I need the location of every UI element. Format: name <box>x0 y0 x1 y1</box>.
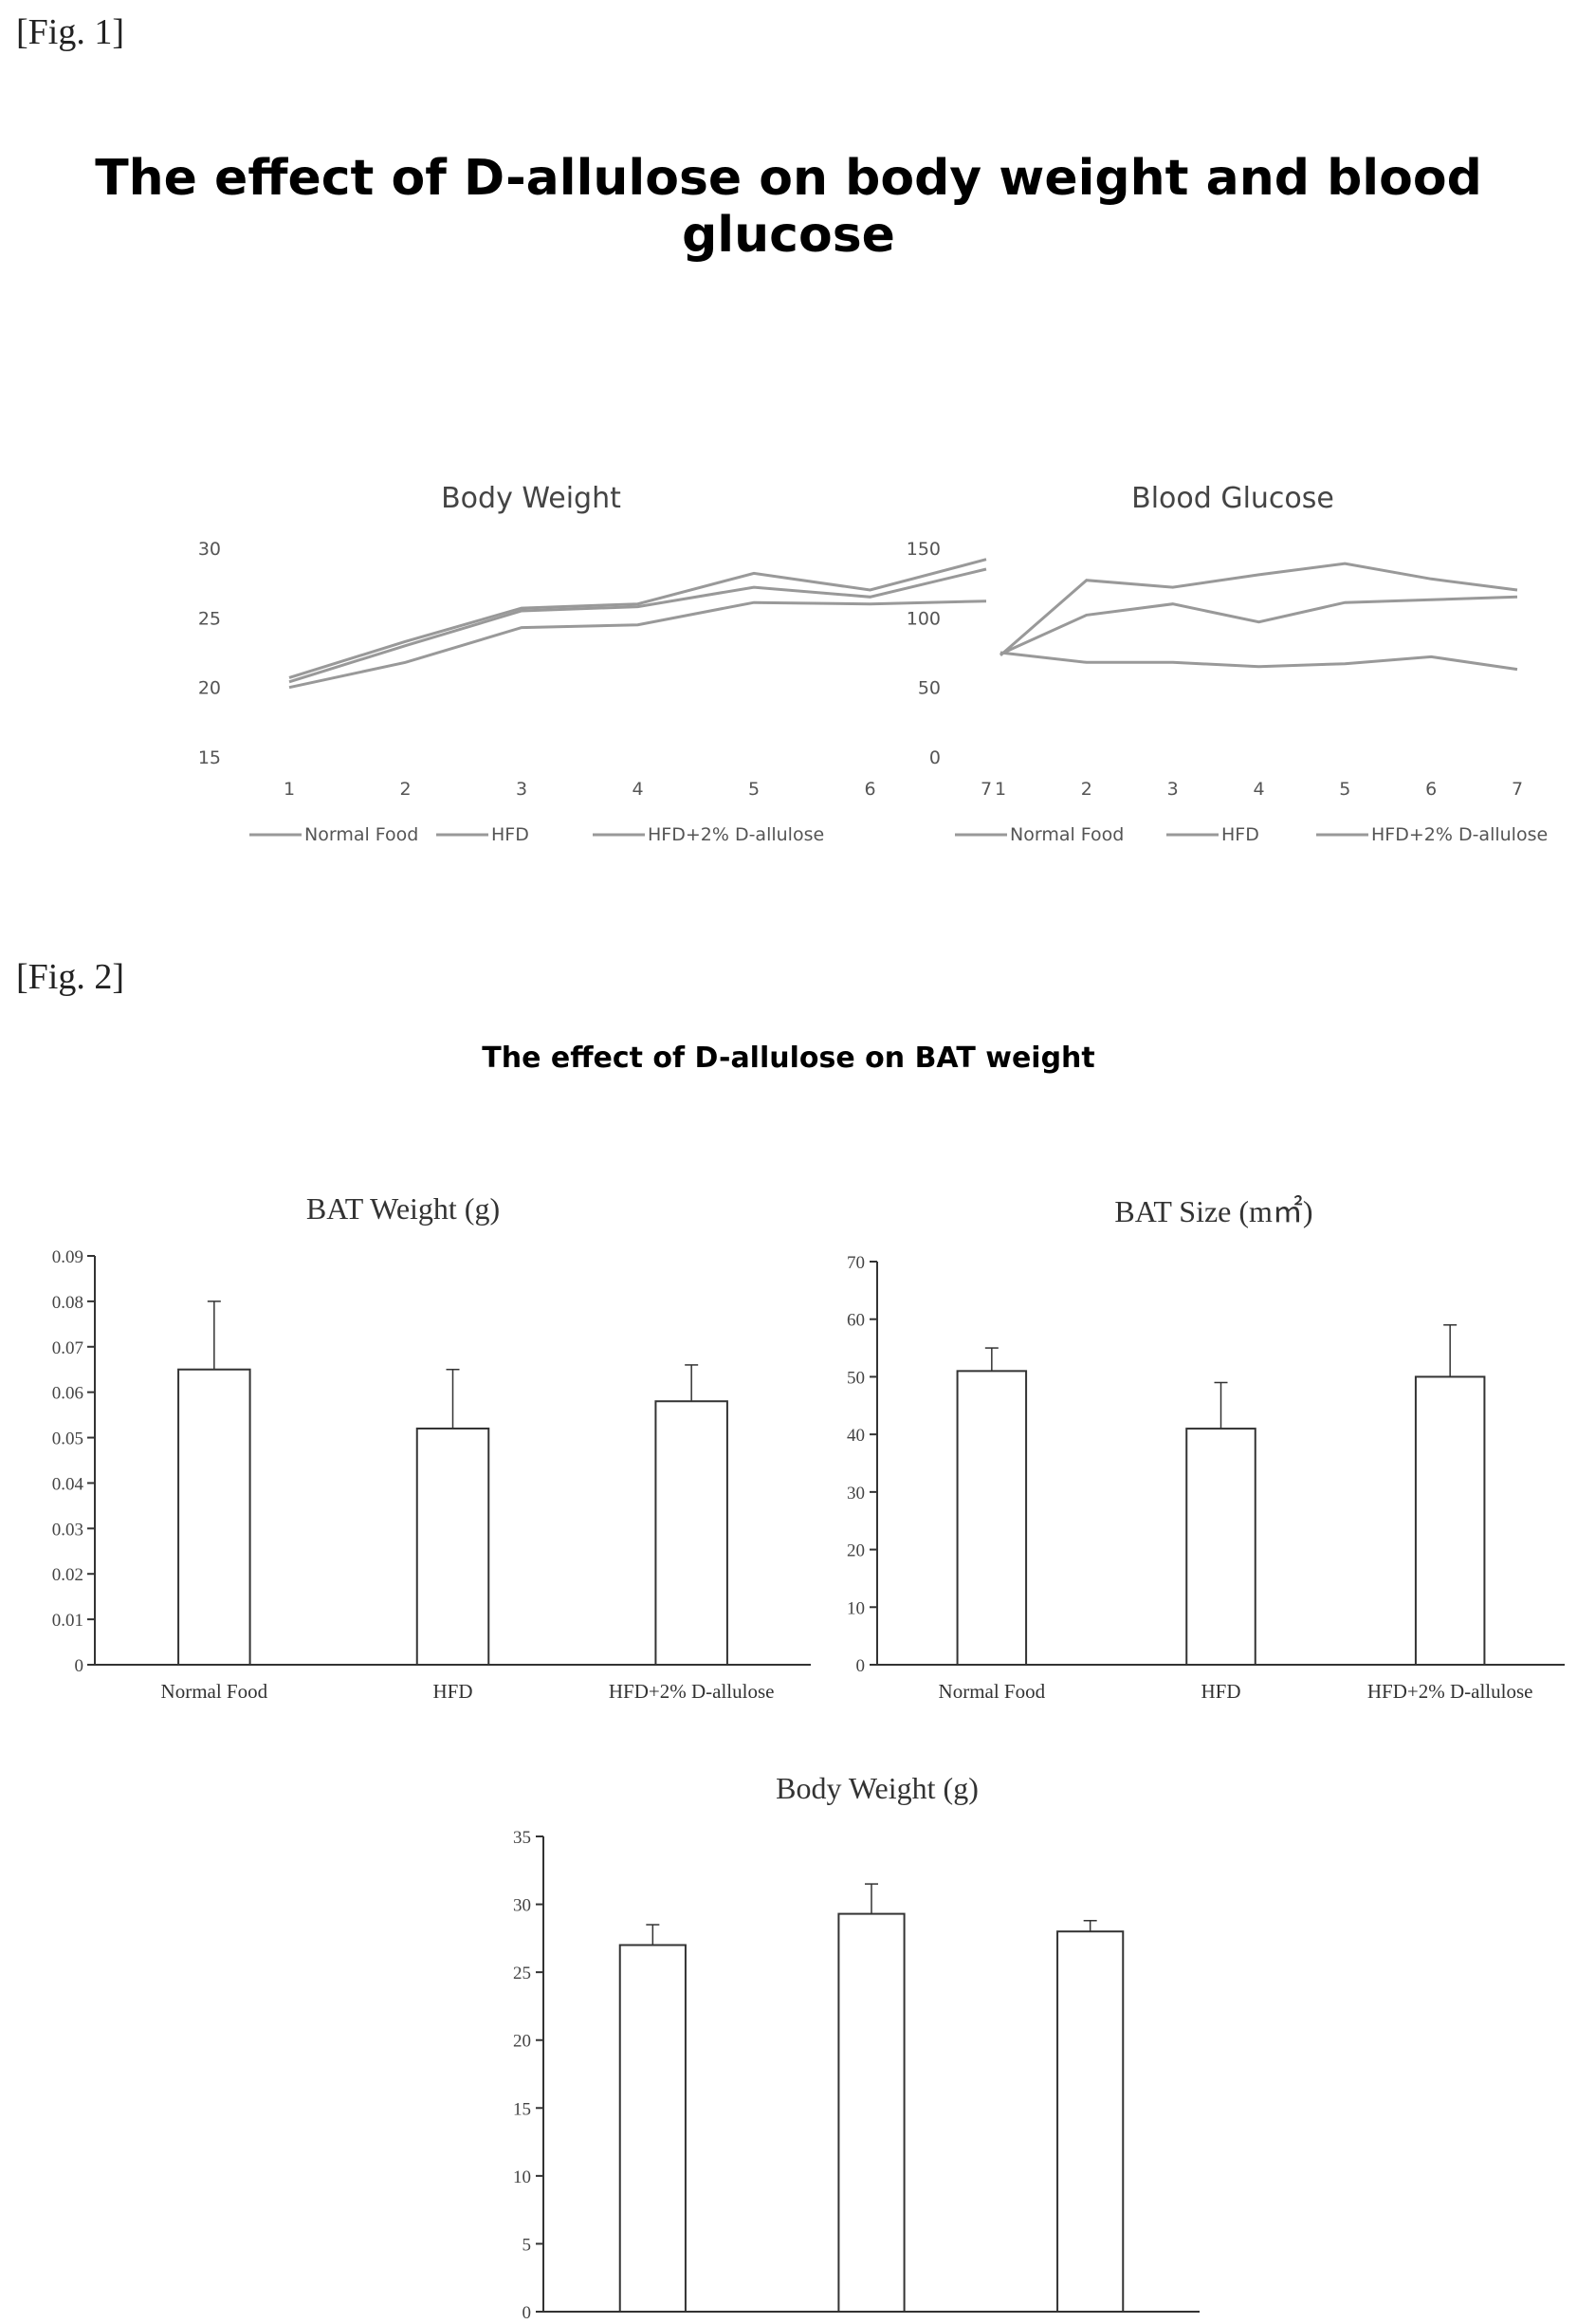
body-weight-line-xtick: 7 <box>981 779 992 800</box>
bat-weight-bar-ytick: 0.07 <box>52 1338 83 1358</box>
blood-glucose-line-ytick: 0 <box>929 747 941 768</box>
blood-glucose-line-title: Blood Glucose <box>1131 482 1334 515</box>
bat-size-bar-bar <box>1185 1428 1256 1666</box>
bat-weight-bar-ytick: 0.01 <box>52 1611 83 1631</box>
blood-glucose-line-xtick: 5 <box>1339 779 1350 800</box>
blood-glucose-line-ytick: 150 <box>907 539 941 560</box>
blood-glucose-line-legend-label: Normal Food <box>1010 824 1124 845</box>
fig1-title: The effect of D-allulose on body weight … <box>95 150 1482 264</box>
body-weight-bar-ytick: 25 <box>513 1964 531 1983</box>
body-weight-line-xtick: 5 <box>748 779 760 800</box>
fig1-label: [Fig. 1] <box>16 12 124 52</box>
bat-size-bar-category-label: HFD+2% D-allulose <box>1367 1680 1533 1703</box>
bat-size-bar-ytick: 70 <box>847 1253 865 1273</box>
body-weight-line-ytick: 30 <box>198 539 221 560</box>
body-weight-line-xtick: 3 <box>516 779 527 800</box>
body-weight-line-xtick: 1 <box>284 779 295 800</box>
body-weight-line-series-line <box>288 599 987 690</box>
bat-weight-bar-ytick: 0.03 <box>52 1520 83 1540</box>
blood-glucose-line-series-line <box>999 562 1518 657</box>
bat-size-bar-bar <box>956 1370 1028 1667</box>
body-weight-bar-bar <box>837 1912 906 2313</box>
bat-weight-bar-ytick: 0.02 <box>52 1565 83 1585</box>
body-weight-bar-ytick: 20 <box>513 2032 531 2052</box>
blood-glucose-line-ytick: 100 <box>907 608 941 629</box>
body-weight-line-ytick: 20 <box>198 678 221 699</box>
bat-weight-bar-ytick: 0.04 <box>52 1474 84 1494</box>
bat-weight-bar-ytick: 0 <box>75 1656 84 1676</box>
blood-glucose-line-xtick: 7 <box>1512 779 1523 800</box>
body-weight-bar-ytick: 10 <box>513 2167 531 2187</box>
body-weight-line-legend-label: HFD+2% D-allulose <box>648 824 824 845</box>
bat-size-bar-bar <box>1414 1375 1486 1667</box>
body-weight-bar-ytick: 35 <box>513 1828 531 1848</box>
fig2-label: [Fig. 2] <box>16 957 124 997</box>
body-weight-line-ytick: 15 <box>198 747 221 768</box>
body-weight-line-xtick: 2 <box>399 779 411 800</box>
bat-weight-bar-title: BAT Weight (g) <box>306 1191 500 1226</box>
bat-weight-bar-ytick: 0.05 <box>52 1429 83 1449</box>
body-weight-line-legend-label: HFD <box>491 824 529 845</box>
bat-size-bar-ytick: 40 <box>847 1426 865 1446</box>
bat-weight-bar-ytick: 0.08 <box>52 1293 83 1313</box>
bat-size-bar-category-label: Normal Food <box>939 1680 1046 1703</box>
blood-glucose-line-xtick: 2 <box>1081 779 1092 800</box>
body-weight-line-series-line <box>288 558 987 679</box>
bat-weight-bar-category-label: HFD <box>432 1680 472 1703</box>
body-weight-line-xtick: 4 <box>632 779 643 800</box>
bat-size-bar-title: BAT Size (m㎡) <box>1114 1194 1312 1228</box>
bat-size-bar-ytick: 30 <box>847 1484 865 1503</box>
body-weight-line-ytick: 25 <box>198 608 221 629</box>
blood-glucose-line-series-line <box>999 651 1518 672</box>
bat-weight-bar-category-label: HFD+2% D-allulose <box>609 1680 775 1703</box>
fig2-title: The effect of D-allulose on BAT weight <box>482 1042 1095 1075</box>
body-weight-line-title: Body Weight <box>441 482 621 515</box>
bat-weight-bar-bar <box>654 1400 728 1666</box>
bat-weight-bar-category-label: Normal Food <box>161 1680 268 1703</box>
body-weight-bar-ytick: 5 <box>523 2235 532 2255</box>
bat-weight-bar-bar <box>415 1427 490 1666</box>
bat-size-bar-ytick: 20 <box>847 1541 865 1561</box>
body-weight-line-legend-label: Normal Food <box>304 824 418 845</box>
body-weight-line-series-line <box>288 567 987 684</box>
body-weight-bar-ytick: 30 <box>513 1896 531 1916</box>
bat-size-bar-category-label: HFD <box>1201 1680 1240 1703</box>
body-weight-bar-title: Body Weight (g) <box>776 1771 979 1805</box>
bat-weight-bar-ytick: 0.06 <box>52 1384 83 1404</box>
body-weight-bar-bar <box>1056 1930 1125 2313</box>
blood-glucose-line-ytick: 50 <box>918 678 941 699</box>
bat-size-bar-ytick: 10 <box>847 1598 865 1618</box>
blood-glucose-line-xtick: 1 <box>995 779 1006 800</box>
bat-weight-bar-ytick: 0.09 <box>52 1247 83 1267</box>
blood-glucose-line-xtick: 4 <box>1253 779 1264 800</box>
blood-glucose-line-xtick: 3 <box>1167 779 1179 800</box>
blood-glucose-line-series-line <box>999 595 1518 655</box>
blood-glucose-line-legend-label: HFD+2% D-allulose <box>1371 824 1548 845</box>
body-weight-bar-bar <box>618 1944 687 2314</box>
body-weight-line-xtick: 6 <box>864 779 875 800</box>
blood-glucose-line-legend-label: HFD <box>1221 824 1259 845</box>
body-weight-bar-ytick: 15 <box>513 2099 531 2119</box>
bat-weight-bar-bar <box>177 1368 251 1666</box>
blood-glucose-line-xtick: 6 <box>1425 779 1437 800</box>
bat-size-bar-ytick: 50 <box>847 1368 865 1388</box>
bat-size-bar-ytick: 0 <box>856 1656 866 1676</box>
body-weight-bar-ytick: 0 <box>523 2303 532 2323</box>
bat-size-bar-ytick: 60 <box>847 1311 865 1331</box>
